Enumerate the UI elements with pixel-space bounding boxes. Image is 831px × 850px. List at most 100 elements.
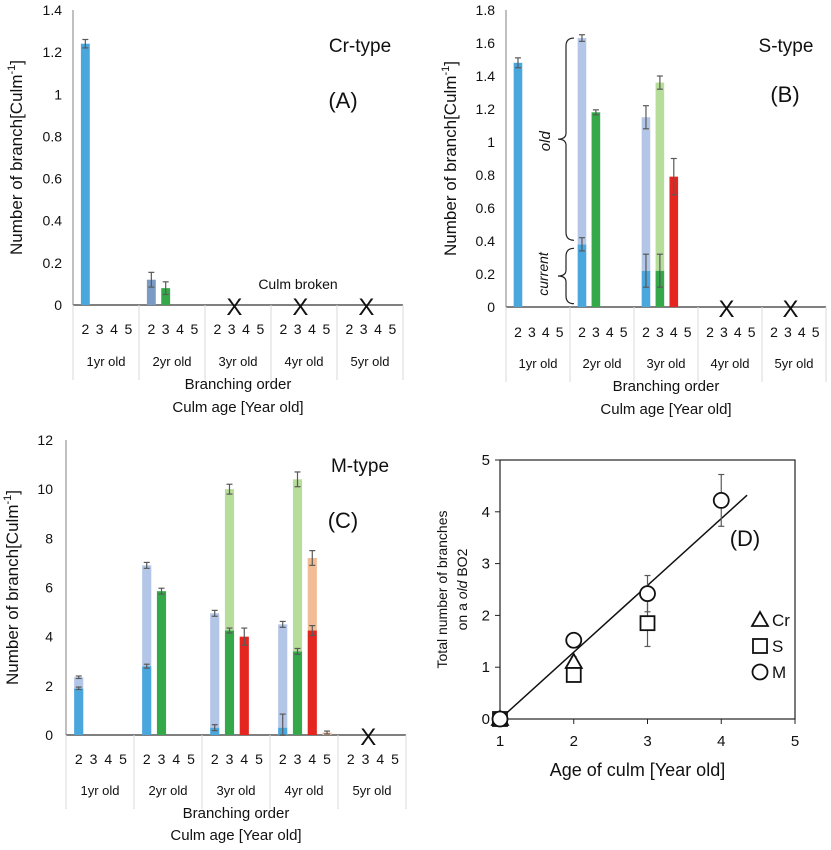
group-label: 4yr old (284, 354, 323, 369)
branch-order-label: 4 (798, 324, 806, 340)
branch-order-label: 5 (388, 321, 396, 337)
data-point-s (565, 667, 582, 683)
y-tick-label: 0 (45, 727, 53, 743)
y-tick-label: 1.6 (476, 35, 496, 51)
bar-old (641, 117, 651, 271)
legend-marker-triangle (750, 610, 770, 627)
culm-broken-annotation: Culm broken (258, 276, 337, 292)
branch-order-label: 3 (592, 324, 600, 340)
x-axis-title-2: Culm age [Year old] (170, 827, 301, 844)
group-label: 2yr old (152, 354, 191, 369)
group-label: 4yr old (284, 783, 323, 798)
branch-order-label: 2 (211, 751, 219, 767)
bar-current (74, 688, 84, 735)
culm-broken-mark: X (360, 724, 376, 751)
y-tick-label: 8 (45, 530, 53, 546)
group-label: 5yr old (774, 356, 813, 371)
brace-old (557, 37, 575, 241)
bar-current (239, 636, 249, 735)
branch-order-label: 3 (784, 324, 792, 340)
y-axis-title-end: ] (3, 490, 22, 495)
y-axis-title-line1: Total number of branches (434, 511, 450, 669)
culm-broken-mark: X (783, 296, 799, 323)
y-tick-label: 0 (54, 297, 62, 313)
y-tick-label: 12 (37, 432, 53, 448)
y-tick-label: 1.4 (476, 68, 496, 84)
branch-order-label: 4 (606, 324, 614, 340)
y-tick-label: 2 (45, 678, 53, 694)
culm-broken-mark: X (226, 294, 242, 321)
y-tick-label: 0.2 (43, 255, 63, 271)
branch-order-label: 3 (158, 751, 166, 767)
bar-current (142, 666, 152, 735)
legend-marker-square (752, 638, 768, 654)
branch-order-label: 5 (556, 324, 564, 340)
branch-order-label: 4 (670, 324, 678, 340)
group-label: 5yr old (352, 783, 391, 798)
branch-order-label: 4 (376, 751, 384, 767)
branch-order-label: 3 (294, 321, 302, 337)
y-tick-label: 0.6 (476, 200, 496, 216)
y-tick-label: 0.4 (476, 233, 496, 249)
branch-order-label: 3 (360, 321, 368, 337)
branch-order-label: 5 (256, 321, 264, 337)
group-label: 3yr old (216, 783, 255, 798)
y-tick-label: 1.4 (43, 2, 63, 18)
y-tick-label: 0 (487, 299, 495, 315)
y-axis-title-em: old (454, 579, 470, 599)
y-axis-title-pre: on a (454, 599, 470, 630)
y-tick-label: 4 (45, 629, 53, 645)
y-tick-label: 1 (54, 86, 62, 102)
y-axis-title: Total number of branches on a old BO2 (434, 511, 470, 669)
branch-order-label: 2 (642, 324, 650, 340)
branch-order-label: 2 (147, 321, 155, 337)
y-tick-label: 1.8 (476, 2, 496, 18)
branch-order-label: 2 (279, 321, 287, 337)
bar-current (577, 244, 587, 307)
y-tick-label: 10 (37, 481, 53, 497)
group-label: 5yr old (350, 354, 389, 369)
branch-order-label: 3 (720, 324, 728, 340)
branch-order-label: 2 (279, 751, 287, 767)
branch-order-label: 4 (172, 751, 180, 767)
branch-order-label: 5 (391, 751, 399, 767)
data-point-m (491, 710, 509, 728)
branch-order-label: 4 (308, 751, 316, 767)
group-label: 3yr old (218, 354, 257, 369)
y-tick-label: 4 (482, 504, 490, 521)
branch-order-label: 3 (528, 324, 536, 340)
branch-order-label: 4 (110, 321, 118, 337)
x-axis-title: Branching order (185, 376, 292, 393)
branch-order-label: 2 (345, 321, 353, 337)
legend-label: M (772, 663, 786, 682)
branch-order-label: 2 (75, 751, 83, 767)
y-tick-label: 0.8 (43, 128, 63, 144)
y-tick-label: 0 (482, 711, 490, 728)
branch-order-label: 3 (90, 751, 98, 767)
x-axis-title: Branching order (613, 378, 720, 395)
y-tick-label: 1.2 (476, 101, 496, 117)
chart-title: Cr-type (329, 36, 391, 57)
branch-order-label: 2 (213, 321, 221, 337)
y-tick-label: 2 (482, 607, 490, 624)
branch-order-label: 5 (124, 321, 132, 337)
branch-order-label: 3 (162, 321, 170, 337)
bar-old (74, 677, 84, 689)
y-axis-title: Number of branch[Culm-1] (2, 490, 22, 685)
group-label: 1yr old (80, 783, 119, 798)
bar-current (161, 288, 171, 305)
bar-old (142, 565, 152, 667)
bar-old (292, 479, 303, 652)
branch-order-label: 4 (104, 751, 112, 767)
bar-current (641, 270, 651, 307)
branch-order-label: 3 (96, 321, 104, 337)
group-label: 2yr old (148, 783, 187, 798)
branch-order-label: 5 (684, 324, 692, 340)
bar-old (577, 38, 587, 245)
x-tick-label: 1 (496, 733, 504, 750)
branch-order-label: 2 (143, 751, 151, 767)
bar-current (80, 43, 90, 305)
